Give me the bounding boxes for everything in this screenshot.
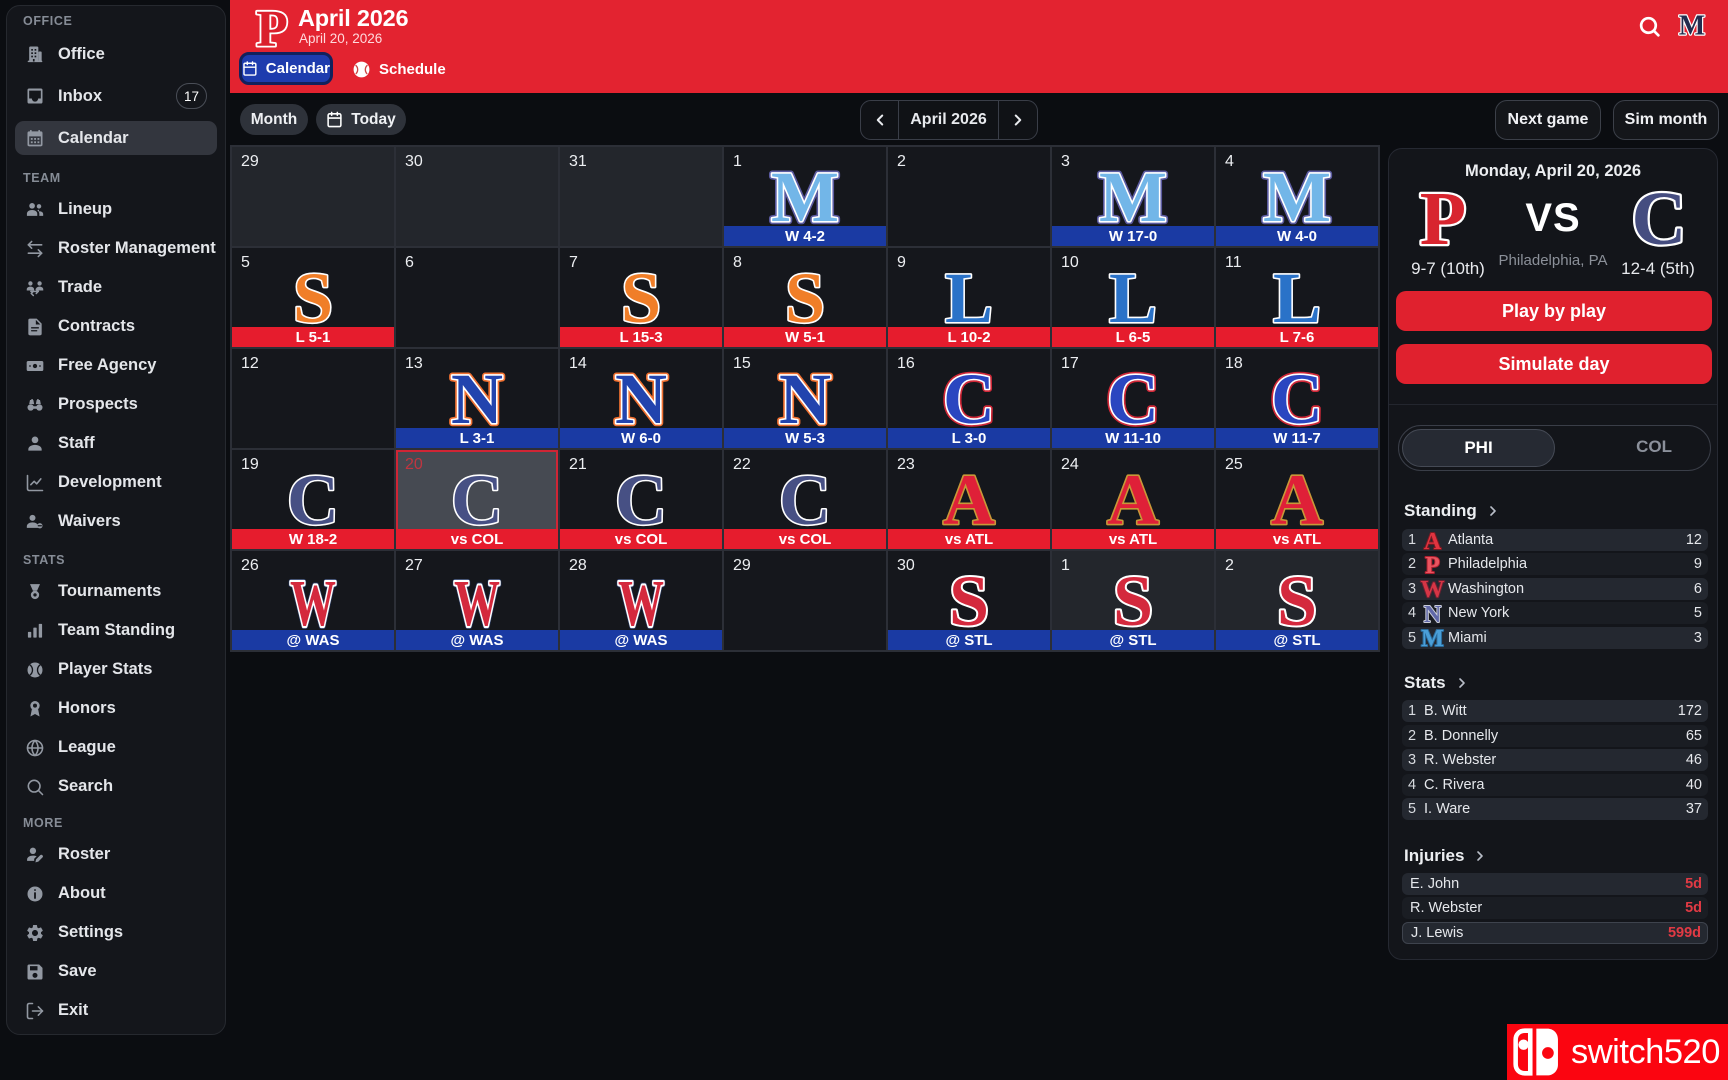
svg-text:A: A xyxy=(1107,460,1159,540)
svg-text:S: S xyxy=(1277,561,1317,641)
svg-text:S: S xyxy=(949,561,989,641)
svg-text:M: M xyxy=(1099,157,1167,237)
svg-text:C: C xyxy=(1271,359,1323,439)
svg-text:C: C xyxy=(615,460,667,540)
svg-text:N: N xyxy=(451,359,503,439)
svg-text:M: M xyxy=(1679,11,1705,42)
svg-text:W: W xyxy=(618,567,664,640)
svg-text:M: M xyxy=(1421,626,1444,652)
svg-text:M: M xyxy=(1263,157,1331,237)
svg-text:M: M xyxy=(1263,157,1331,237)
svg-text:W: W xyxy=(454,567,500,640)
svg-text:M: M xyxy=(771,157,839,237)
svg-text:S: S xyxy=(293,258,333,338)
svg-text:W: W xyxy=(290,567,336,640)
svg-text:W: W xyxy=(1421,577,1445,603)
svg-text:N: N xyxy=(615,359,667,439)
svg-text:C: C xyxy=(1271,359,1323,439)
svg-text:P: P xyxy=(256,1,288,58)
svg-text:A: A xyxy=(1424,529,1442,555)
svg-text:N: N xyxy=(779,359,831,439)
svg-text:N: N xyxy=(615,359,667,439)
svg-text:C: C xyxy=(287,460,339,540)
svg-text:M: M xyxy=(771,157,839,237)
svg-text:P: P xyxy=(1420,177,1466,261)
svg-text:C: C xyxy=(943,359,995,439)
svg-text:C: C xyxy=(943,359,995,439)
svg-text:W: W xyxy=(618,567,664,640)
svg-text:C: C xyxy=(451,460,503,540)
svg-text:P: P xyxy=(1425,553,1440,579)
svg-text:W: W xyxy=(454,567,500,640)
svg-text:S: S xyxy=(621,258,661,338)
svg-text:C: C xyxy=(779,460,831,540)
svg-text:N: N xyxy=(451,359,503,439)
svg-text:M: M xyxy=(1099,157,1167,237)
svg-text:C: C xyxy=(1107,359,1159,439)
svg-text:S: S xyxy=(785,258,825,338)
svg-text:A: A xyxy=(1271,460,1323,540)
svg-text:S: S xyxy=(1113,561,1153,641)
svg-text:L: L xyxy=(1273,258,1321,338)
svg-text:W: W xyxy=(290,567,336,640)
svg-text:L: L xyxy=(1109,258,1157,338)
svg-text:L: L xyxy=(945,258,993,338)
svg-text:N: N xyxy=(1424,602,1442,628)
svg-text:C: C xyxy=(1107,359,1159,439)
svg-text:N: N xyxy=(779,359,831,439)
svg-text:C: C xyxy=(1632,177,1687,261)
svg-text:A: A xyxy=(943,460,995,540)
